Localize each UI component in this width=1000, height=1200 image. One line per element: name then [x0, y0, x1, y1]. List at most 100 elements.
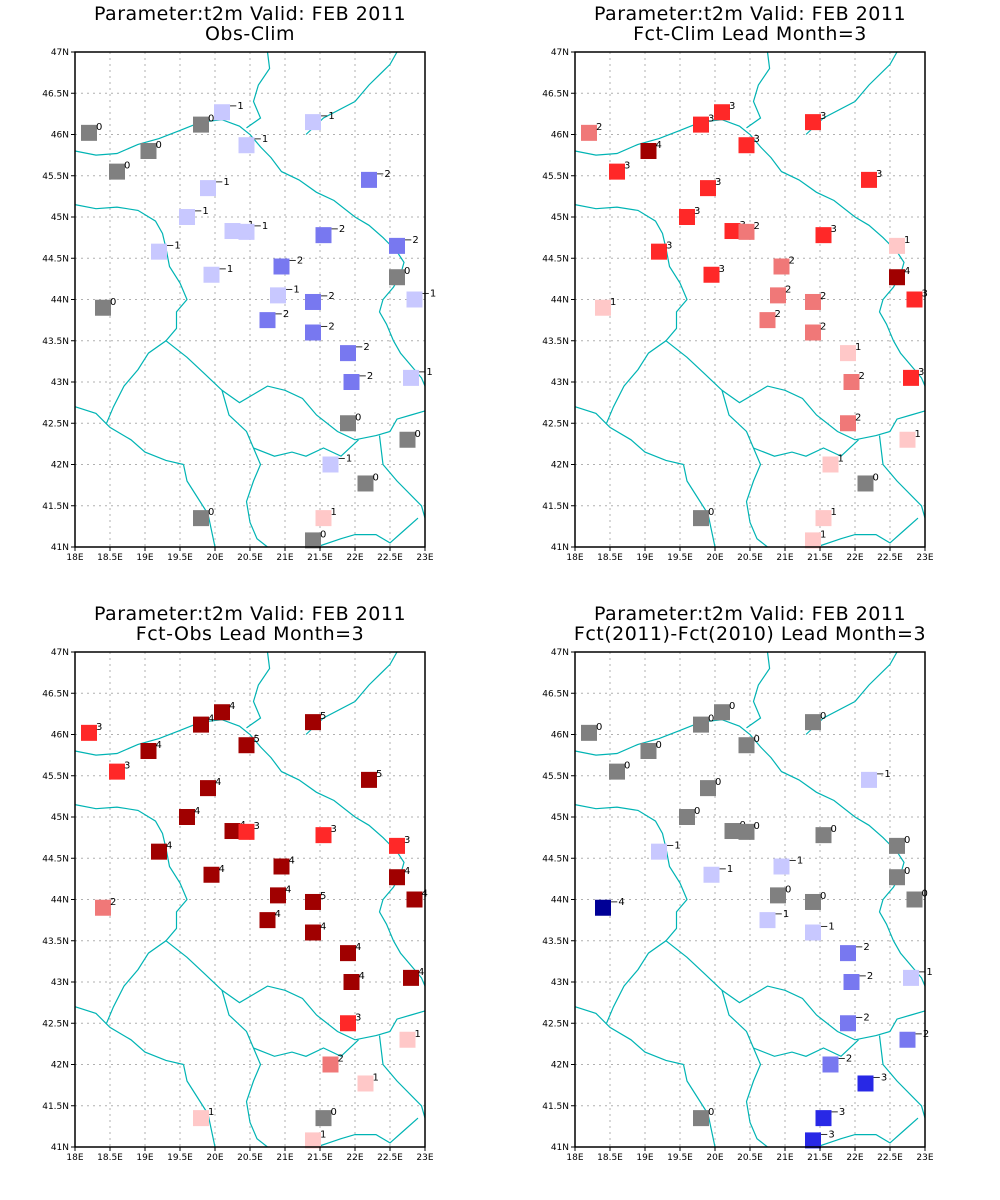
station-value-label: 0 [624, 761, 630, 772]
station-value-label: 0 [708, 1107, 714, 1118]
country-border [246, 651, 271, 729]
y-tick-label: 44N [551, 296, 569, 306]
station-marker [224, 223, 241, 240]
station-marker [805, 714, 821, 731]
y-tick-label: 44N [551, 896, 569, 906]
station-value-label: −1 [666, 841, 681, 852]
station-marker [193, 1110, 209, 1127]
y-tick-label: 44.5N [542, 254, 569, 264]
station-value-label: 0 [656, 740, 662, 751]
station-value-label: 0 [904, 866, 910, 877]
station-marker [238, 823, 255, 840]
station-marker [773, 858, 790, 875]
station-marker [361, 171, 377, 188]
y-tick-label: 44.5N [542, 854, 569, 864]
station-marker [595, 899, 611, 916]
station-marker [315, 827, 332, 844]
station-marker [693, 716, 709, 733]
station-marker [151, 243, 167, 260]
station-value-label: 3 [96, 722, 102, 733]
station-value-label: 2 [859, 371, 865, 382]
country-border [182, 464, 216, 548]
station-marker [340, 345, 356, 362]
country-border [74, 804, 188, 1024]
station-value-label: 4 [285, 884, 291, 895]
station-marker [109, 763, 125, 780]
station-marker [738, 737, 755, 754]
country-border [746, 651, 771, 729]
station-marker [889, 869, 905, 886]
map-panel-1: 0 0 0 0 −1 −1 −1 −1 −2 −1 −1 −1 −2 −2 −1 −1 −2 0 0 −1 −2 −1 −2… [42, 48, 436, 563]
country-border [245, 1047, 268, 1148]
x-tick-label: 22.5E [877, 553, 903, 563]
station-value-label: 0 [96, 122, 102, 133]
country-border [574, 1006, 684, 1066]
station-value-label: 3 [355, 1012, 361, 1023]
station-marker [714, 704, 730, 721]
country-border [165, 940, 426, 1041]
station-marker [95, 299, 111, 316]
country-border [574, 204, 688, 424]
country-border [878, 435, 926, 519]
y-tick-label: 43N [551, 378, 569, 388]
country-border [574, 406, 684, 466]
country-border [665, 340, 926, 441]
station-marker [906, 291, 923, 308]
y-tick-label: 44N [51, 896, 69, 906]
station-marker [357, 1075, 374, 1092]
station-marker [200, 780, 216, 797]
station-marker [889, 269, 905, 286]
y-tick-label: 41N [551, 543, 569, 553]
station-marker [343, 974, 360, 990]
station-value-label: 4 [418, 967, 424, 978]
station-marker [305, 293, 321, 310]
station-value-label: 2 [820, 322, 826, 333]
station-marker [179, 809, 195, 825]
station-marker [906, 891, 923, 908]
station-marker [700, 180, 716, 197]
station-value-label: 4 [166, 841, 172, 852]
station-value-label: 3 [254, 821, 260, 832]
station-marker [738, 223, 755, 240]
y-tick-label: 47N [51, 48, 69, 58]
y-tick-label: 44N [51, 296, 69, 306]
station-marker [140, 143, 157, 159]
station-marker [640, 743, 657, 759]
station-value-label: 0 [820, 711, 826, 722]
station-marker [651, 843, 667, 860]
country-border [378, 435, 426, 519]
station-marker [361, 771, 377, 788]
station-value-label: 1 [831, 507, 837, 518]
station-marker [724, 823, 741, 840]
station-marker [693, 1110, 709, 1127]
country-border [221, 990, 359, 1058]
station-value-label: 3 [820, 111, 826, 122]
country-border [74, 719, 426, 987]
station-marker [305, 532, 321, 549]
station-value-label: 0 [904, 835, 910, 846]
station-value-label: 2 [785, 284, 791, 295]
station-marker [889, 837, 905, 854]
station-value-label: 2 [775, 309, 781, 320]
y-tick-label: 46.5N [542, 689, 569, 699]
station-value-label: 5 [254, 734, 260, 745]
panel-4-title-line1: Parameter:t2m Valid: FEB 2011 [593, 603, 907, 625]
y-tick-label: 41.5N [42, 1102, 69, 1112]
station-value-label: 0 [373, 472, 379, 483]
station-value-label: 1 [855, 342, 861, 353]
station-marker [273, 258, 290, 275]
x-tick-label: 21.5E [807, 1153, 833, 1163]
x-tick-label: 18.5E [597, 553, 623, 563]
station-marker [270, 287, 286, 304]
y-tick-label: 42N [51, 1061, 69, 1071]
station-marker [703, 866, 720, 883]
station-marker [861, 771, 877, 788]
x-tick-label: 20E [206, 1153, 223, 1163]
station-value-label: −3 [873, 1072, 888, 1083]
country-border [378, 1035, 426, 1119]
y-tick-label: 46N [551, 131, 569, 141]
x-tick-label: 23E [416, 553, 433, 563]
station-value-label: 2 [110, 897, 116, 908]
station-value-label: 0 [831, 824, 837, 835]
